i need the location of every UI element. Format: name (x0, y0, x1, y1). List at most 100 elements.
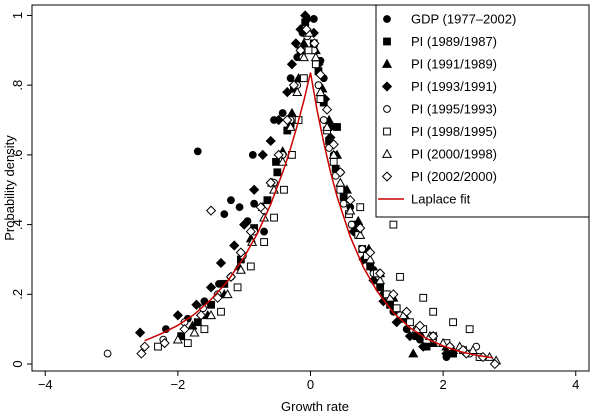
data-point (172, 334, 183, 344)
data-point (288, 80, 300, 91)
data-point (333, 123, 341, 131)
legend-marker (383, 105, 391, 113)
data-point (159, 338, 170, 349)
x-axis: −4 −2 0 2 4 (38, 371, 579, 392)
data-point (207, 300, 215, 309)
data-point (328, 139, 339, 150)
legend-label: PI (1998/1995) (411, 124, 497, 139)
data-point (277, 156, 288, 166)
data-point (341, 184, 353, 194)
data-point (217, 307, 225, 316)
data-point (298, 52, 309, 62)
data-point (316, 95, 325, 104)
data-point (154, 342, 162, 351)
data-point (301, 24, 312, 35)
data-point (257, 149, 268, 160)
data-point (353, 215, 364, 225)
data-point (235, 247, 246, 258)
data-point (322, 121, 333, 131)
data-point (311, 60, 320, 69)
data-point (309, 15, 318, 23)
data-point (215, 257, 227, 269)
data-point (375, 275, 386, 285)
data-point (246, 262, 255, 271)
data-point (229, 240, 240, 251)
data-point (355, 222, 366, 234)
data-point (103, 349, 112, 358)
data-point (136, 348, 147, 359)
data-point (260, 227, 268, 236)
data-point (273, 114, 284, 126)
data-point (314, 81, 323, 90)
legend-label: PI (1995/1993) (411, 102, 497, 117)
x-tick-label: 0 (307, 377, 314, 392)
data-points (103, 10, 502, 370)
data-point (298, 38, 309, 48)
data-point (408, 348, 419, 358)
y-tick-label: .8 (10, 80, 25, 91)
legend: GDP (1977–2002) PI (1989/1987) PI (1991/19… (375, 4, 590, 218)
data-point (319, 116, 328, 124)
data-point (273, 149, 284, 160)
data-point (273, 168, 282, 177)
data-point (282, 87, 293, 98)
x-tick-label: −4 (38, 377, 53, 392)
y-axis-title: Probability density (2, 135, 17, 241)
data-point (404, 331, 416, 342)
data-point (325, 132, 336, 143)
data-point (193, 147, 202, 156)
data-point (345, 195, 356, 206)
data-point (250, 199, 259, 208)
data-point (365, 247, 376, 258)
data-point (187, 320, 198, 330)
data-point (465, 325, 474, 334)
data-point (355, 229, 366, 239)
legend-label: PI (2000/1998) (411, 147, 497, 162)
data-point (280, 185, 288, 194)
data-point (339, 199, 348, 208)
legend-label: PI (1991/1989) (411, 57, 497, 72)
data-point (315, 86, 326, 97)
data-point (233, 283, 242, 292)
data-point (376, 283, 385, 292)
legend-label: Laplace fit (411, 192, 471, 207)
data-point (191, 299, 202, 310)
legend-box (375, 4, 590, 218)
data-point (205, 282, 217, 293)
data-point (265, 135, 276, 147)
laplace-fit-line (144, 72, 494, 359)
data-point (249, 184, 260, 195)
data-point (205, 309, 217, 320)
data-point (286, 59, 298, 70)
data-point (418, 341, 429, 352)
x-tick-label: 4 (572, 377, 579, 392)
data-point (310, 52, 321, 62)
data-point (227, 196, 235, 205)
data-point (290, 38, 302, 49)
data-point (441, 348, 452, 359)
data-point (336, 185, 345, 194)
data-point (414, 320, 426, 331)
data-point (428, 331, 439, 342)
data-point (200, 325, 209, 334)
data-point (345, 205, 356, 215)
data-point (321, 104, 333, 115)
data-point (392, 304, 401, 313)
data-point (391, 317, 402, 328)
data-point (401, 306, 412, 317)
data-point (222, 289, 233, 299)
y-tick-label: 0 (10, 360, 25, 367)
data-point (419, 293, 428, 302)
data-point (245, 226, 256, 237)
data-point (365, 254, 376, 264)
data-point (193, 318, 202, 327)
data-point (172, 310, 183, 321)
data-point (282, 114, 293, 126)
y-tick-label: .6 (10, 149, 25, 160)
data-point (348, 226, 359, 237)
data-point (335, 177, 346, 187)
data-point (328, 149, 339, 159)
data-point (295, 45, 306, 56)
